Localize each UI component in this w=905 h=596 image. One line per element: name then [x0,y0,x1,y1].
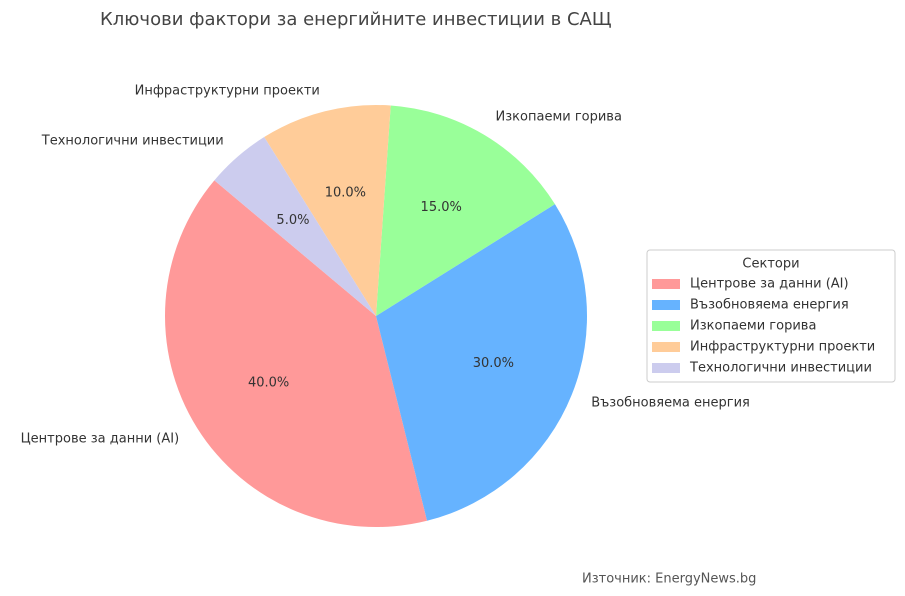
slice-label: Изкопаеми горива [496,110,622,125]
pie-slice [164,180,428,528]
legend-swatch [652,342,680,352]
source-note: Източник: EnergyNews.bg [582,572,756,587]
legend-label: Технологични инвестиции [689,361,872,376]
legend-swatch [652,279,680,289]
pct-label: 40.0% [248,376,289,391]
chart-title: Ключови фактори за енергийните инвестици… [100,9,612,30]
pct-label: 10.0% [325,186,366,201]
legend-label: Инфраструктурни проекти [690,340,875,355]
pct-label: 5.0% [276,213,309,228]
slice-label: Центрове за данни (AI) [21,431,180,446]
legend-title: Сектори [742,257,799,272]
pie-slice [376,105,555,317]
slice-label: Възобновяема енергия [591,395,750,410]
slice-label: Инфраструктурни проекти [135,83,320,98]
legend-swatch [652,300,680,310]
pct-label: 30.0% [473,356,514,371]
pie-slice [214,137,376,316]
pct-label: 15.0% [421,200,462,215]
legend-box [646,249,896,383]
slice-label: Технологични инвестиции [41,133,224,148]
legend-swatch [652,363,680,373]
pie-slice [376,204,588,521]
legend-label: Възобновяема енергия [690,298,849,313]
legend-swatch [652,321,680,331]
legend-label: Центрове за данни (AI) [690,277,849,292]
pie-slice [264,105,391,316]
legend-label: Изкопаеми горива [690,319,816,334]
